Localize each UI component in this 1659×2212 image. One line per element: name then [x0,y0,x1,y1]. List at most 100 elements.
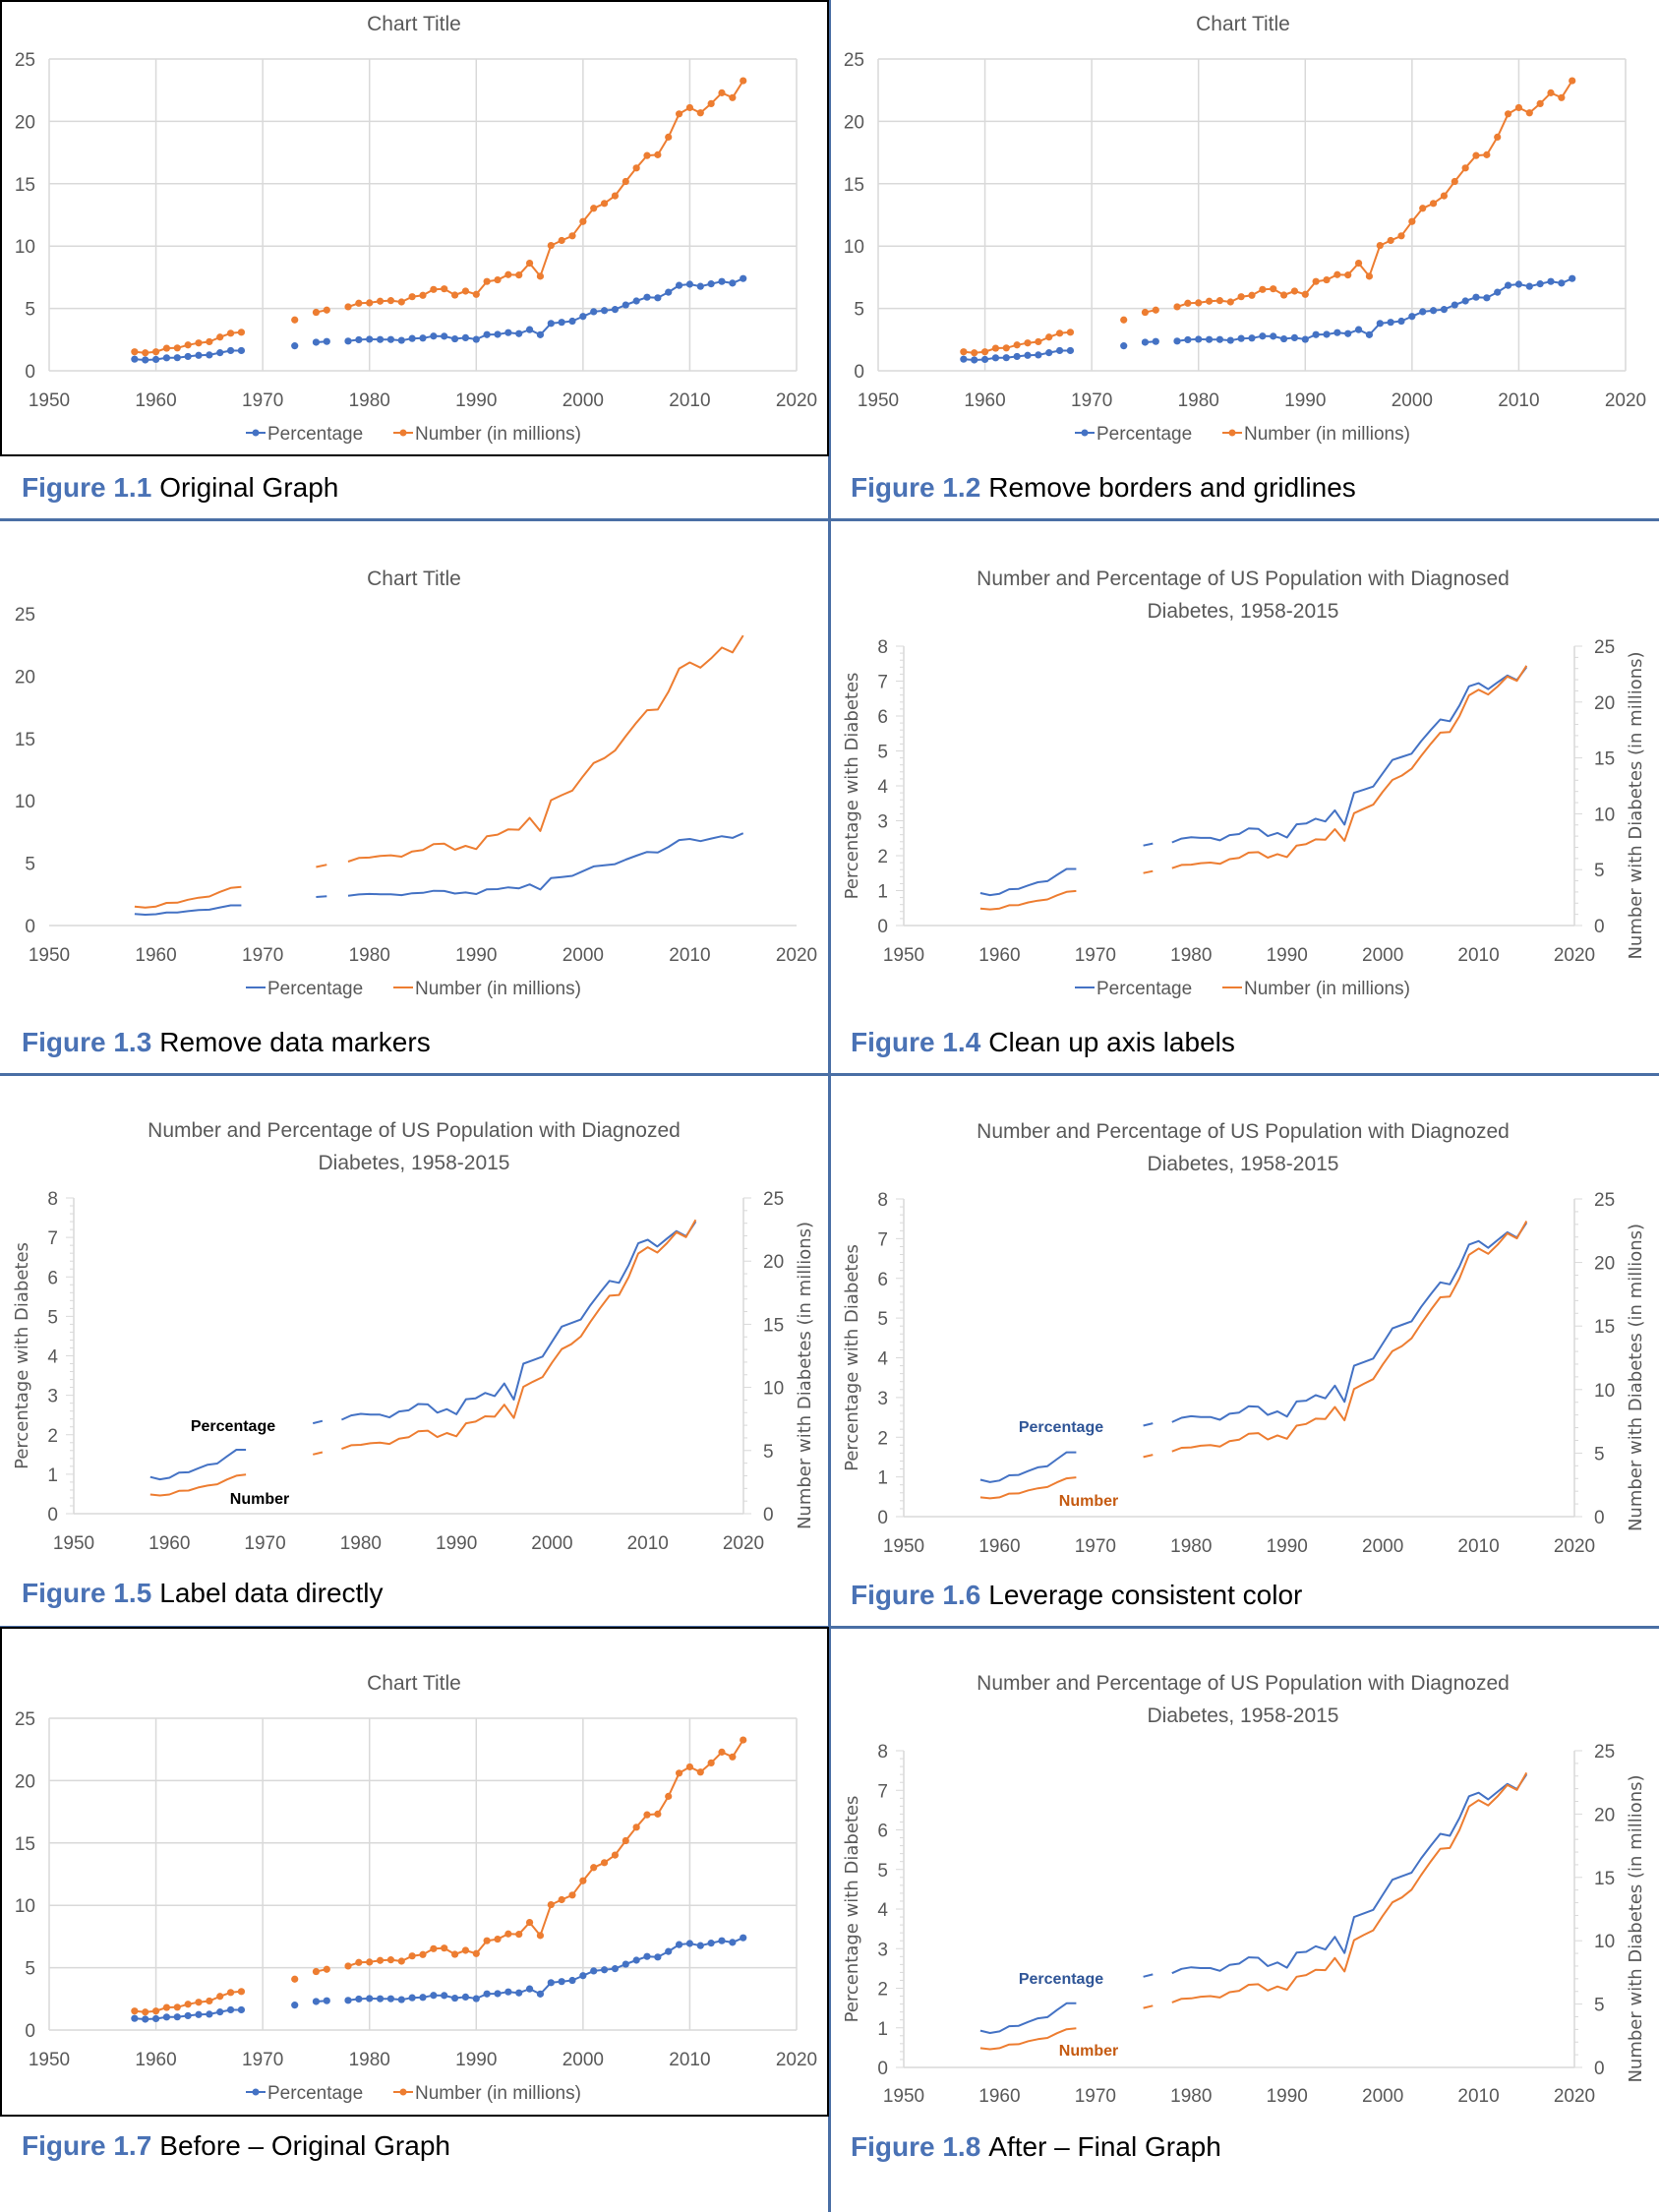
y-tick-label: 0 [47,1505,58,1525]
legend-marker [252,2088,260,2096]
y2-tick-label: 15 [1594,1869,1615,1889]
y2-tick-label: 20 [1594,1254,1615,1275]
data-point-percentage [558,1978,565,1986]
data-point-number [1440,192,1449,200]
chart-title: Chart Title [1196,13,1290,35]
data-point-percentage [1279,334,1288,343]
figure-caption-text: Original Graph [159,472,339,503]
data-point-number [1035,337,1042,346]
legend-label: Percentage [1096,424,1192,445]
chart-border [0,1627,829,2117]
data-point-number [1333,270,1341,278]
x-tick-label: 1990 [455,2050,497,2070]
data-point-percentage [1547,277,1555,285]
y-tick-label: 20 [15,1771,35,1792]
y-tick-label: 0 [854,362,864,383]
data-point-number [632,1823,640,1831]
data-point-percentage [665,288,673,296]
y-tick-label: 0 [25,362,35,383]
data-point-number [162,2003,171,2011]
data-point-number [441,285,448,293]
data-point-percentage [1408,313,1416,321]
data-point-percentage [184,352,192,361]
data-point-percentage [675,281,683,289]
data-point-number [472,1949,480,1957]
data-point-number [611,1851,620,1859]
data-point-number [1270,285,1277,293]
data-point-number [1397,232,1405,240]
data-point-number [1312,277,1320,285]
data-point-percentage [1066,346,1075,355]
data-point-number [504,1930,512,1938]
y2-tick-label: 25 [763,1189,784,1210]
data-point-number [1472,151,1480,159]
x-tick-label: 2020 [776,2050,817,2070]
data-point-percentage [355,1995,363,2003]
data-point-percentage [1440,306,1449,314]
data-point-percentage [622,1960,629,1968]
y-tick-label: 1 [877,882,888,903]
y2-axis-title: Number with Diabetes (in millions) [1626,1774,1646,2082]
figure-caption-text: Leverage consistent color [988,1580,1303,1610]
figure-caption: Figure 1.2 Remove borders and gridlines [851,472,1356,504]
data-point-percentage [991,354,1000,362]
direct-label-number: Number [230,1491,289,1508]
data-point-percentage [1323,330,1331,338]
data-point-percentage [430,1992,438,2000]
y-tick-label: 10 [15,1896,35,1917]
data-point-number [1259,285,1267,293]
series-line-percentage [979,666,1528,897]
y2-axis-title: Number with Diabetes (in millions) [1626,651,1646,959]
legend-label: Number (in millions) [1244,979,1410,999]
data-point-number [707,1759,715,1766]
data-point-percentage [142,2015,149,2023]
data-point-percentage [472,335,480,343]
x-tick-label: 1980 [1178,390,1219,411]
data-point-number [1504,110,1512,118]
y-tick-label: 5 [877,1861,888,1882]
data-point-number [729,1753,737,1761]
data-point-number [1152,306,1159,314]
direct-label-number: Number [1059,2043,1118,2060]
data-point-percentage [1205,335,1214,343]
data-point-number [665,1792,673,1800]
y2-tick-label: 5 [1594,861,1605,881]
data-point-percentage [1483,294,1491,302]
data-point-percentage [216,2008,224,2016]
data-point-percentage [600,1966,609,1974]
y2-tick-label: 10 [1594,805,1615,825]
x-tick-label: 1980 [1170,2086,1212,2107]
row-divider [0,1626,1659,1629]
data-point-number [1419,205,1427,212]
data-point-percentage [536,1990,545,1998]
data-point-percentage [206,351,213,359]
x-tick-label: 1950 [29,390,70,411]
data-point-percentage [237,2005,246,2014]
data-point-number [1024,339,1032,347]
data-point-percentage [1558,279,1566,287]
y-tick-label: 1 [877,2019,888,2040]
data-point-percentage [622,301,629,309]
data-point-percentage [312,338,321,346]
legend-label: Percentage [1096,979,1192,999]
y-tick-label: 15 [15,175,35,196]
y-tick-label: 25 [15,50,35,71]
x-tick-label: 1970 [244,1533,285,1554]
y2-tick-label: 0 [1594,1508,1605,1528]
x-tick-label: 2000 [531,1533,572,1554]
y-tick-label: 20 [844,112,864,133]
data-point-percentage [408,334,416,342]
series-line-percentage [963,277,1573,361]
data-point-percentage [685,1940,694,1947]
x-tick-label: 1970 [242,390,283,411]
data-point-percentage [504,1988,512,1996]
data-point-number [237,329,246,336]
chart-title: Chart Title [367,13,461,35]
y2-tick-label: 20 [1594,693,1615,714]
y-tick-label: 5 [47,1307,58,1328]
data-point-percentage [386,1995,395,2003]
data-point-number [665,133,673,141]
data-point-number [450,1950,459,1958]
data-point-number [184,341,192,349]
chart-title: Diabetes, 1958-2015 [1148,1153,1339,1175]
